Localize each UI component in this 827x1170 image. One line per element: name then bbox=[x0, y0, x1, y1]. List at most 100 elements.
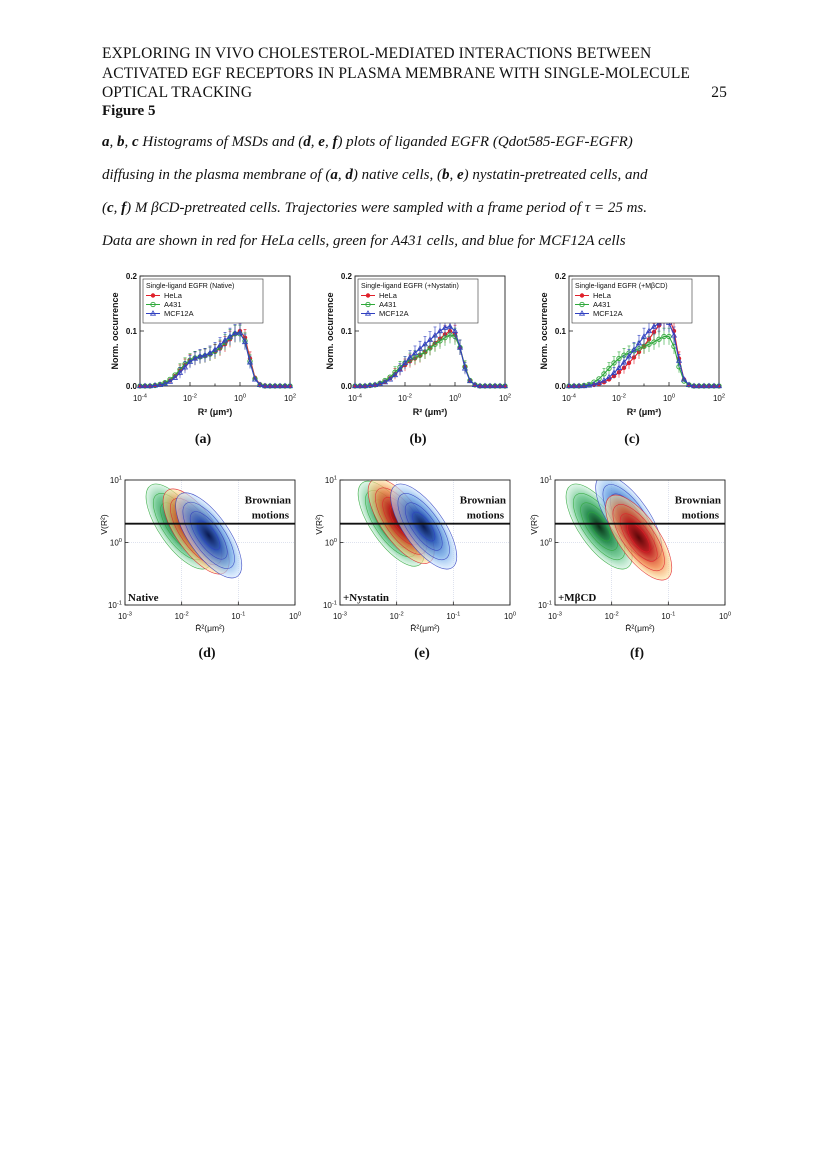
data-point bbox=[570, 382, 578, 389]
contour-clusters bbox=[145, 483, 243, 579]
data-point bbox=[186, 358, 194, 364]
x-tick-label: 10-3 bbox=[548, 611, 562, 621]
data-point bbox=[361, 382, 369, 389]
data-point bbox=[446, 323, 454, 329]
data-point bbox=[381, 378, 389, 385]
data-point bbox=[600, 377, 608, 383]
y-tick-label: 100 bbox=[110, 538, 122, 548]
x-tick-label: 100 bbox=[504, 611, 516, 621]
y-axis-label: Norm. occurrence bbox=[325, 292, 335, 369]
y-tick-label: 100 bbox=[325, 538, 337, 548]
x-axis-label: R² (μm²) bbox=[627, 407, 662, 417]
x-tick-label: 10-2 bbox=[612, 393, 626, 403]
x-tick-label: 102 bbox=[499, 393, 511, 403]
data-point bbox=[615, 364, 623, 370]
contour-line bbox=[197, 520, 221, 551]
x-axis-label: R² (μm²) bbox=[198, 407, 233, 417]
y-tick-label: 0.2 bbox=[555, 272, 567, 281]
legend-marker bbox=[578, 310, 586, 316]
x-tick-label: 10-2 bbox=[398, 393, 412, 403]
data-point bbox=[611, 360, 617, 366]
data-point bbox=[366, 382, 374, 388]
data-point bbox=[261, 382, 269, 389]
series-line bbox=[140, 332, 290, 387]
histogram-panel-c: 0.0 0.1 0.2 10-4 10-2 100 102 R² (μm²) Norm. occ… bbox=[539, 272, 725, 447]
data-point bbox=[601, 371, 607, 377]
data-point bbox=[616, 355, 622, 362]
data-point bbox=[411, 349, 419, 356]
legend-entry: MCF12A bbox=[593, 309, 623, 318]
data-point bbox=[226, 333, 234, 339]
caption-line-2: diffusing in the plasma membrane of (a, … bbox=[102, 167, 648, 183]
data-point bbox=[610, 369, 618, 375]
density-fill bbox=[390, 484, 457, 570]
data-point bbox=[471, 381, 479, 387]
contour-line bbox=[397, 493, 450, 561]
legend-entry: HeLa bbox=[164, 291, 183, 300]
data-point bbox=[276, 382, 284, 389]
x-tick-label: 102 bbox=[713, 393, 725, 403]
data-point bbox=[386, 375, 394, 382]
data-point bbox=[670, 331, 678, 338]
contour-line bbox=[612, 504, 665, 572]
data-point bbox=[241, 338, 249, 345]
x-tick-label: 10-4 bbox=[133, 393, 148, 403]
data-point bbox=[141, 382, 149, 389]
data-point bbox=[496, 382, 504, 389]
contour-line bbox=[412, 511, 436, 542]
header-line-3: OPTICAL TRACKING bbox=[102, 84, 253, 101]
histogram-panel-b: 0.0 0.1 0.2 10-4 10-2 100 102 R² (μm²) Norm. occ… bbox=[325, 272, 511, 447]
density-cluster-hela bbox=[605, 494, 673, 581]
series-mcf12a bbox=[136, 323, 294, 389]
data-point bbox=[191, 355, 199, 361]
data-point bbox=[596, 376, 602, 382]
y-tick-label: 100 bbox=[540, 538, 552, 548]
panel-label: (d) bbox=[198, 646, 215, 661]
contour-line bbox=[619, 513, 658, 562]
data-point bbox=[136, 382, 144, 389]
running-header: EXPLORING IN VIVO CHOLESTEROL-MEDIATED I… bbox=[102, 44, 727, 103]
data-point bbox=[605, 373, 613, 380]
y-axis-label: Norm. occurrence bbox=[539, 292, 549, 369]
x-tick-label: 10-4 bbox=[562, 393, 577, 403]
data-point bbox=[620, 358, 628, 365]
legend-marker bbox=[365, 293, 371, 298]
x-axis-label: R̄²(μm²) bbox=[625, 623, 655, 633]
y-tick-label: 0.1 bbox=[341, 327, 353, 336]
x-tick-label: 10-2 bbox=[605, 611, 619, 621]
figure-title: Figure 5 bbox=[102, 103, 156, 119]
data-point bbox=[630, 346, 638, 352]
y-axis-label: Norm. occurrence bbox=[110, 292, 120, 369]
data-point bbox=[391, 371, 399, 378]
panel-label: (e) bbox=[414, 646, 430, 661]
data-point bbox=[456, 344, 464, 350]
data-point bbox=[266, 382, 274, 389]
x-tick-label: 10-4 bbox=[348, 393, 363, 403]
x-tick-label: 100 bbox=[234, 393, 246, 403]
data-point bbox=[501, 382, 509, 389]
data-point bbox=[196, 352, 204, 359]
data-point bbox=[486, 382, 494, 389]
data-point bbox=[376, 380, 384, 386]
y-axis-label: V(R²) bbox=[314, 514, 324, 534]
data-point bbox=[211, 346, 219, 352]
series-line bbox=[140, 333, 290, 387]
y-tick-label: 10-1 bbox=[108, 600, 122, 610]
data-point bbox=[426, 336, 434, 342]
header-line-1: EXPLORING IN VIVO CHOLESTEROL-MEDIATED I… bbox=[102, 45, 652, 62]
brownian-label: Brownian bbox=[245, 495, 291, 507]
density-fill bbox=[566, 484, 633, 570]
y-tick-label: 10-1 bbox=[323, 600, 337, 610]
data-point bbox=[590, 380, 598, 387]
x-axis-label: R² (μm²) bbox=[413, 407, 448, 417]
data-point bbox=[231, 329, 239, 336]
x-tick-label: 10-1 bbox=[446, 611, 460, 621]
data-point bbox=[431, 331, 439, 338]
legend-box bbox=[142, 278, 264, 324]
contour-line bbox=[189, 511, 228, 560]
y-tick-label: 0.1 bbox=[126, 327, 138, 336]
panel-label: (c) bbox=[624, 432, 640, 447]
caption-line-4: Data are shown in red for HeLa cells, gr… bbox=[102, 233, 626, 249]
legend-marker bbox=[579, 293, 585, 298]
y-tick-label: 0.2 bbox=[126, 272, 138, 281]
